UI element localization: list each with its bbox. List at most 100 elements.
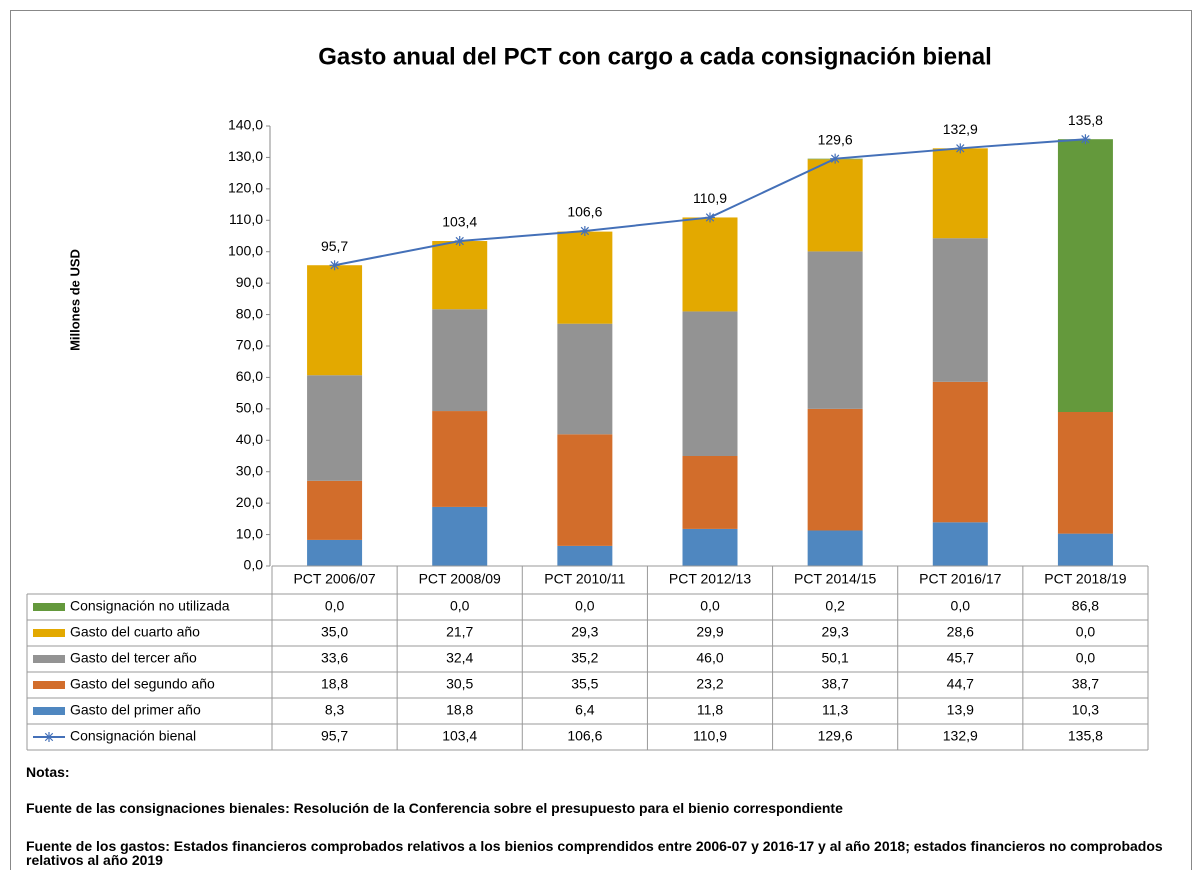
bar-segment <box>557 323 613 435</box>
table-cell: 110,9 <box>693 728 727 744</box>
table-cell: 45,7 <box>947 650 974 666</box>
data-label: 103,4 <box>442 214 477 230</box>
table-cell: 38,7 <box>1072 676 1099 692</box>
y-tick-label: 100,0 <box>228 242 263 258</box>
legend-label: Consignación no utilizada <box>70 598 230 614</box>
frame <box>10 10 1192 870</box>
table-cell: 38,7 <box>822 676 849 692</box>
note: Fuente de las consignaciones bienales: R… <box>26 800 843 816</box>
line-marker <box>1080 134 1091 145</box>
bar-segment <box>307 375 363 481</box>
table-cell: 30,5 <box>446 676 473 692</box>
bar-segment <box>682 528 738 566</box>
table-cell: 132,9 <box>943 728 978 744</box>
line-marker <box>579 225 590 236</box>
table-cell: 0,0 <box>325 598 345 614</box>
bar-segment <box>807 408 863 531</box>
bar-segment <box>1057 139 1113 412</box>
y-axis-label: Millones de USD <box>67 249 82 351</box>
table-cell: 28,6 <box>947 624 974 640</box>
table-cell: 0,0 <box>1076 624 1096 640</box>
bar-segment <box>932 238 988 382</box>
table-cell: 11,3 <box>822 702 848 718</box>
bar-segment <box>307 539 363 566</box>
data-label: 95,7 <box>321 238 348 254</box>
table-cell: 10,3 <box>1072 702 1099 718</box>
x-tick-label: PCT 2006/07 <box>293 571 375 587</box>
y-tick-label: 30,0 <box>236 462 263 478</box>
y-tick-label: 130,0 <box>228 148 263 164</box>
legend-label: Gasto del primer año <box>70 702 201 718</box>
legend-label: Consignación bienal <box>70 728 196 744</box>
table-cell: 0,0 <box>1076 650 1096 666</box>
table-cell: 18,8 <box>321 676 348 692</box>
table-cell: 29,9 <box>696 624 723 640</box>
legend-swatch <box>33 603 65 611</box>
bar-segment <box>307 480 363 540</box>
line-marker <box>329 260 340 271</box>
bar-segment <box>432 241 488 310</box>
table-cell: 29,3 <box>571 624 598 640</box>
table-cell: 44,7 <box>947 676 974 692</box>
line-marker <box>830 153 841 164</box>
bar-segment <box>932 148 988 239</box>
y-tick-label: 110,0 <box>229 211 263 227</box>
chart-title: Gasto anual del PCT con cargo a cada con… <box>318 43 992 70</box>
table-cell: 13,9 <box>947 702 974 718</box>
bar-segment <box>932 522 988 566</box>
table-cell: 50,1 <box>822 650 849 666</box>
y-tick-label: 40,0 <box>236 431 263 447</box>
table-cell: 46,0 <box>696 650 723 666</box>
legend-swatch <box>33 655 65 663</box>
line-marker <box>955 143 966 154</box>
data-label: 106,6 <box>567 204 602 220</box>
table-cell: 8,3 <box>325 702 345 718</box>
notes-heading: Notas: <box>26 764 70 780</box>
bar-segment <box>557 545 613 566</box>
table-cell: 0,0 <box>575 598 595 614</box>
legend-swatch <box>33 707 65 715</box>
bar-segment <box>807 159 863 252</box>
table-cell: 0,0 <box>700 598 720 614</box>
x-tick-label: PCT 2010/11 <box>544 571 625 587</box>
data-label: 132,9 <box>943 121 978 137</box>
table-cell: 11,8 <box>697 702 723 718</box>
table-cell: 129,6 <box>818 728 853 744</box>
y-tick-label: 50,0 <box>236 400 263 416</box>
legend-swatch <box>33 629 65 637</box>
table-cell: 23,2 <box>696 676 723 692</box>
data-label: 110,9 <box>693 190 727 206</box>
y-tick-label: 0,0 <box>244 557 264 573</box>
table-cell: 0,0 <box>951 598 971 614</box>
table-cell: 33,6 <box>321 650 348 666</box>
legend-swatch <box>33 681 65 689</box>
bar-segment <box>1057 533 1113 566</box>
table-cell: 135,8 <box>1068 728 1103 744</box>
bar-segment <box>432 506 488 566</box>
table-cell: 35,5 <box>571 676 598 692</box>
table-cell: 6,4 <box>575 702 595 718</box>
x-tick-label: PCT 2018/19 <box>1044 571 1126 587</box>
line-marker <box>454 236 465 247</box>
table-cell: 18,8 <box>446 702 473 718</box>
table-cell: 29,3 <box>822 624 849 640</box>
y-tick-label: 80,0 <box>236 305 263 321</box>
y-tick-label: 60,0 <box>236 368 263 384</box>
note: Fuente de los gastos: Estados financiero… <box>26 838 1163 868</box>
data-label: 135,8 <box>1068 112 1103 128</box>
table-cell: 35,0 <box>321 624 348 640</box>
legend-label: Gasto del tercer año <box>70 650 197 666</box>
bar-segment <box>557 434 613 546</box>
x-tick-label: PCT 2008/09 <box>419 571 501 587</box>
x-tick-label: PCT 2012/13 <box>669 571 751 587</box>
bar-segment <box>557 231 613 324</box>
table-cell: 32,4 <box>446 650 473 666</box>
y-tick-label: 10,0 <box>236 525 263 541</box>
x-tick-label: PCT 2014/15 <box>794 571 876 587</box>
table-cell: 0,0 <box>450 598 470 614</box>
y-tick-label: 20,0 <box>236 494 263 510</box>
table-cell: 35,2 <box>571 650 598 666</box>
y-tick-label: 70,0 <box>236 337 263 353</box>
bar-segment <box>1057 412 1113 534</box>
